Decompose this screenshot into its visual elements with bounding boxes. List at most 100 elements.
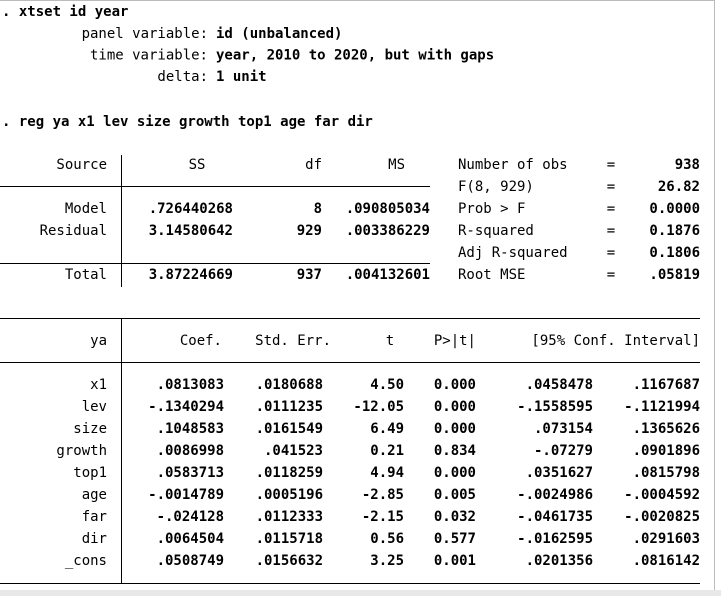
anova-source: Model bbox=[65, 201, 107, 217]
stat-value: 0.1806 bbox=[649, 245, 700, 261]
coef-value: 4.50 bbox=[370, 377, 404, 393]
coef-value: -.0014789 bbox=[148, 487, 224, 503]
coef-variable: dir bbox=[82, 531, 107, 547]
coef-value: 6.49 bbox=[370, 421, 404, 437]
anova-value: 3.87224669 bbox=[149, 267, 233, 283]
anova-header: MS bbox=[388, 157, 405, 173]
stat-value: .05819 bbox=[649, 267, 700, 283]
coef-value: -.1558595 bbox=[517, 399, 593, 415]
coef-value: -.0461735 bbox=[517, 509, 593, 525]
anova-value: 8 bbox=[314, 201, 322, 217]
stat-equals: = bbox=[607, 267, 615, 283]
anova-value: 937 bbox=[297, 267, 322, 283]
anova-value: .726440268 bbox=[149, 201, 233, 217]
coef-value: .0161549 bbox=[256, 421, 323, 437]
command: . xtset id year bbox=[2, 4, 128, 20]
anova-header: df bbox=[305, 157, 322, 173]
coef-value: .0201356 bbox=[526, 553, 593, 569]
coef-header: t bbox=[386, 333, 394, 349]
coef-value: .1365626 bbox=[633, 421, 700, 437]
coef-value: .0901896 bbox=[633, 443, 700, 459]
coef-variable: _cons bbox=[65, 553, 107, 569]
scroll-strip bbox=[0, 590, 721, 596]
stat-value: 938 bbox=[675, 157, 700, 173]
coef-value: .0086998 bbox=[157, 443, 224, 459]
anova-source: Total bbox=[65, 267, 107, 283]
xtset-value: 1 unit bbox=[216, 69, 267, 85]
coef-value: 4.94 bbox=[370, 465, 404, 481]
coef-value: 0.834 bbox=[434, 443, 476, 459]
stat-equals: = bbox=[607, 245, 615, 261]
anova-source: Residual bbox=[40, 223, 107, 239]
coef-value: -2.15 bbox=[362, 509, 404, 525]
coef-value: -.0020825 bbox=[624, 509, 700, 525]
anova-value: 929 bbox=[297, 223, 322, 239]
stat-value: 0.0000 bbox=[649, 201, 700, 217]
coef-value: .1167687 bbox=[633, 377, 700, 393]
stat-label: F(8, 929) bbox=[458, 179, 534, 195]
coef-header: Coef. bbox=[180, 333, 222, 349]
coef-value: 0.001 bbox=[434, 553, 476, 569]
coef-value: -.0004592 bbox=[624, 487, 700, 503]
coef-value: .0111235 bbox=[256, 399, 323, 415]
stat-value: 26.82 bbox=[658, 179, 700, 195]
stat-label: R-squared bbox=[458, 223, 534, 239]
coef-header: ya bbox=[90, 333, 107, 349]
stat-equals: = bbox=[607, 179, 615, 195]
coef-value: 0.577 bbox=[434, 531, 476, 547]
xtset-label: panel variable: bbox=[82, 26, 208, 42]
coef-header: [95% Conf. Interval] bbox=[531, 333, 700, 349]
coef-variable: lev bbox=[82, 399, 107, 415]
coef-value: .041523 bbox=[264, 443, 323, 459]
coef-value: .0813083 bbox=[157, 377, 224, 393]
coef-value: 0.005 bbox=[434, 487, 476, 503]
coef-value: .0180688 bbox=[256, 377, 323, 393]
stat-value: 0.1876 bbox=[649, 223, 700, 239]
stat-equals: = bbox=[607, 201, 615, 217]
coef-variable: age bbox=[82, 487, 107, 503]
coef-value: .1048583 bbox=[157, 421, 224, 437]
xtset-value: id (unbalanced) bbox=[216, 26, 342, 42]
coef-value: .0064504 bbox=[157, 531, 224, 547]
coef-value: -.0024986 bbox=[517, 487, 593, 503]
stat-label: Number of obs bbox=[458, 157, 568, 173]
coef-variable: size bbox=[73, 421, 107, 437]
coef-value: 0.000 bbox=[434, 377, 476, 393]
coef-value: 0.56 bbox=[370, 531, 404, 547]
stat-equals: = bbox=[607, 223, 615, 239]
coef-value: -.1121994 bbox=[624, 399, 700, 415]
xtset-label: delta: bbox=[157, 69, 208, 85]
coef-value: -.07279 bbox=[534, 443, 593, 459]
coef-value: -.024128 bbox=[157, 509, 224, 525]
anova-value: .003386229 bbox=[346, 223, 430, 239]
coef-value: .0112333 bbox=[256, 509, 323, 525]
coef-value: .0115718 bbox=[256, 531, 323, 547]
coef-variable: top1 bbox=[73, 465, 107, 481]
coef-value: .0458478 bbox=[526, 377, 593, 393]
coef-value: .0816142 bbox=[633, 553, 700, 569]
anova-header: Source bbox=[56, 157, 107, 173]
command: . reg ya x1 lev size growth top1 age far… bbox=[2, 114, 373, 130]
coef-variable: x1 bbox=[90, 377, 107, 393]
anova-value: 3.14580642 bbox=[149, 223, 233, 239]
coef-value: .0815798 bbox=[633, 465, 700, 481]
stat-label: Root MSE bbox=[458, 267, 525, 283]
coef-value: .0508749 bbox=[157, 553, 224, 569]
coef-variable: growth bbox=[56, 443, 107, 459]
coef-value: .0291603 bbox=[633, 531, 700, 547]
coef-header: P>|t| bbox=[434, 333, 476, 349]
coef-value: 0.032 bbox=[434, 509, 476, 525]
coef-value: .073154 bbox=[534, 421, 593, 437]
coef-value: .0005196 bbox=[256, 487, 323, 503]
anova-header: SS bbox=[189, 157, 206, 173]
stat-equals: = bbox=[607, 157, 615, 173]
stat-label: Prob > F bbox=[458, 201, 525, 217]
coef-value: .0118259 bbox=[256, 465, 323, 481]
coef-value: -.0162595 bbox=[517, 531, 593, 547]
coef-variable: far bbox=[82, 509, 107, 525]
coef-value: 0.000 bbox=[434, 421, 476, 437]
coef-value: -.1340294 bbox=[148, 399, 224, 415]
anova-value: .004132601 bbox=[346, 267, 430, 283]
